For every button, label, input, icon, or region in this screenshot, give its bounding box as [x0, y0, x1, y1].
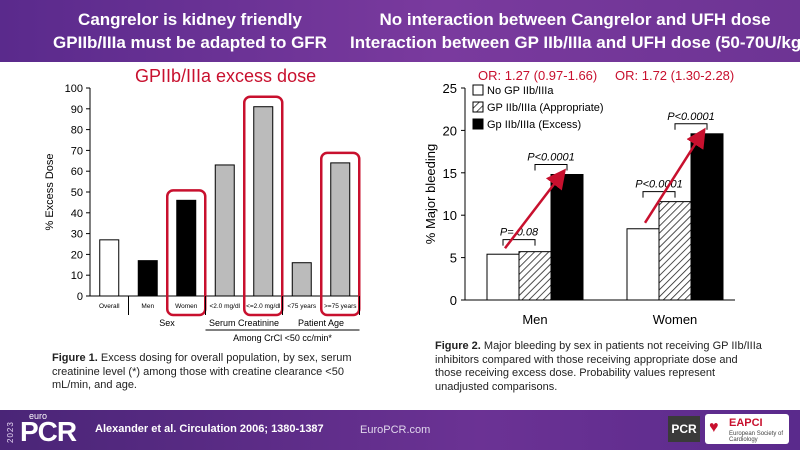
y-tick-label: 90 — [71, 104, 83, 116]
excess-dose-chart: 0 10 20 30 40 50 60 70 80 90 100 % Excess Dose Overa… — [44, 83, 361, 343]
bar-women-2 — [690, 133, 724, 301]
legend-label: GP IIb/IIIa (Appropriate) — [487, 102, 604, 114]
p-women-appropriate-label: P<0.0001 — [635, 179, 682, 191]
legend-swatch — [472, 84, 484, 96]
bar-women-1 — [658, 201, 692, 301]
p-men-excess-label: P<0.0001 — [527, 151, 574, 163]
y-tick-label: 10 — [443, 208, 457, 223]
y-tick-label: 50 — [71, 187, 83, 199]
p-women-excess-bracket — [674, 123, 708, 130]
y-tick-label: 40 — [71, 208, 83, 220]
figure1-caption-label: Figure 1. — [52, 352, 98, 364]
right-header-title: No interaction between Cangrelor and UFH… — [350, 8, 800, 54]
bar-1 — [137, 260, 158, 297]
bar-2 — [176, 199, 197, 297]
arrow-women — [643, 127, 706, 224]
p-men-appropriate-label: P= 0.08 — [500, 227, 539, 239]
bar-men-1 — [518, 251, 552, 301]
y-tick-label: 20 — [71, 249, 83, 261]
y-axis-label: % Excess Dose — [44, 153, 56, 230]
y-tick-label: 100 — [65, 83, 83, 95]
logo-year: 2023 — [6, 421, 15, 443]
footer-bar — [0, 410, 800, 450]
heart-icon: ♥ — [709, 419, 719, 436]
legend-label: No GP IIb/IIIa — [487, 85, 554, 97]
x-tick-label: Overall — [99, 303, 120, 310]
x-tick-label: >=75 years — [324, 303, 357, 310]
or-men: OR: 1.27 (0.97-1.66) — [478, 68, 598, 83]
category-label: Men — [522, 312, 547, 327]
pcr-badge: PCR — [668, 416, 700, 442]
bar-men-2 — [550, 173, 584, 301]
y-tick-label: 30 — [71, 229, 83, 241]
x-axis-label: Among CrCl <50 cc/min* — [233, 333, 332, 343]
excess-dose-highlight-title: GPIIb/IIIa excess dose — [135, 66, 317, 86]
left-header-line2: GPIIb/IIIa must be adapted to GFR — [53, 33, 327, 52]
right-header-line2: Interaction between GP IIb/IIIa and UFH … — [350, 33, 800, 52]
y-tick-label: 15 — [443, 166, 457, 181]
eapci-subtitle: European Society of Cardiology — [729, 431, 784, 443]
legend-label: Gp IIb/IIIa (Excess) — [487, 119, 581, 131]
y-tick-label: 70 — [71, 145, 83, 157]
figure2-caption-label: Figure 2. — [435, 340, 481, 352]
x-tick-label: <75 years — [287, 303, 316, 310]
bar-4 — [253, 106, 274, 297]
group-label: Sex — [159, 318, 175, 328]
eapci-logo: ♥ EAPCI European Society of Cardiology — [705, 414, 789, 444]
bar-0 — [99, 239, 120, 297]
x-tick-label: Men — [141, 303, 154, 310]
category-label: Women — [653, 312, 698, 327]
y-axis-label: % Major bleeding — [425, 144, 438, 244]
highlight-box — [243, 95, 284, 317]
y-tick-label: 0 — [450, 293, 457, 308]
or-women: OR: 1.72 (1.30-2.28) — [615, 68, 735, 83]
right-header-line1: No interaction between Cangrelor and UFH… — [379, 10, 771, 29]
reference-citation: Alexander et al. Circulation 2006; 1380-… — [95, 423, 324, 435]
website-link[interactable]: EuroPCR.com — [360, 424, 431, 436]
left-header-title: Cangrelor is kidney friendly GPIIb/IIIa … — [20, 8, 360, 54]
figure1-caption: Figure 1. Excess dosing for overall popu… — [52, 352, 382, 393]
eapci-label: EAPCI — [729, 417, 763, 429]
y-tick-label: 60 — [71, 166, 83, 178]
group-label: Serum Creatinine — [209, 318, 279, 328]
bar-5 — [291, 262, 312, 297]
p-men-appropriate-bracket — [502, 239, 536, 246]
major-bleeding-chart: 0 5 10 15 20 25 % Major bleeding Men Women No GP … — [425, 81, 735, 327]
y-tick-label: 0 — [77, 291, 83, 303]
group-label: Patient Age — [298, 318, 344, 328]
p-men-excess-bracket — [534, 163, 568, 171]
highlight-box — [166, 189, 207, 317]
europcr-logo: PCR — [20, 416, 77, 447]
figure1-caption-text: Excess dosing for overall population, by… — [52, 352, 352, 391]
y-tick-label: 20 — [443, 123, 457, 138]
legend-swatch — [472, 101, 484, 113]
bar-6 — [330, 162, 351, 297]
figure2-caption-text: Major bleeding by sex in patients not re… — [435, 340, 762, 393]
bar-3 — [214, 164, 235, 297]
p-women-appropriate-bracket — [642, 191, 676, 198]
figure2-caption: Figure 2. Major bleeding by sex in patie… — [435, 340, 765, 394]
y-tick-label: 10 — [71, 270, 83, 282]
bar-men-0 — [486, 253, 520, 301]
arrow-men — [504, 168, 567, 249]
legend-swatch — [472, 118, 484, 130]
y-tick-label: 80 — [71, 125, 83, 137]
bar-women-0 — [626, 228, 660, 301]
left-header-line1: Cangrelor is kidney friendly — [78, 10, 302, 29]
highlight-box — [320, 151, 361, 317]
x-tick-label: <2.0 mg/dl — [209, 303, 240, 310]
x-tick-label: <=2.0 mg/dl — [246, 303, 281, 310]
x-tick-label: Women — [175, 303, 198, 310]
y-tick-label: 5 — [450, 251, 457, 266]
p-women-excess-label: P<0.0001 — [667, 111, 714, 123]
y-tick-label: 25 — [443, 81, 457, 96]
header-banner — [0, 0, 800, 62]
logo-euro: euro — [29, 411, 48, 421]
